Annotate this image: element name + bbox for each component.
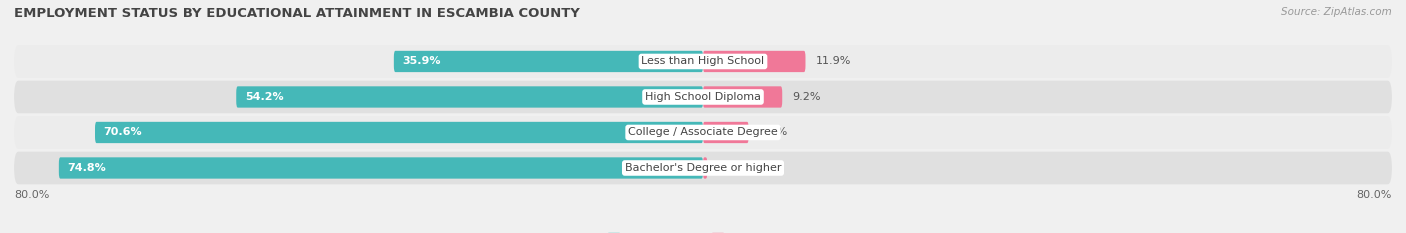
FancyBboxPatch shape: [236, 86, 703, 108]
FancyBboxPatch shape: [14, 81, 1392, 113]
FancyBboxPatch shape: [703, 51, 806, 72]
FancyBboxPatch shape: [14, 152, 1392, 184]
FancyBboxPatch shape: [14, 45, 1392, 78]
Text: 9.2%: 9.2%: [793, 92, 821, 102]
FancyBboxPatch shape: [59, 157, 703, 179]
Text: 80.0%: 80.0%: [1357, 190, 1392, 200]
FancyBboxPatch shape: [96, 122, 703, 143]
Text: 54.2%: 54.2%: [245, 92, 284, 102]
Text: Bachelor's Degree or higher: Bachelor's Degree or higher: [624, 163, 782, 173]
Text: 0.5%: 0.5%: [717, 163, 747, 173]
Text: Less than High School: Less than High School: [641, 56, 765, 66]
Text: EMPLOYMENT STATUS BY EDUCATIONAL ATTAINMENT IN ESCAMBIA COUNTY: EMPLOYMENT STATUS BY EDUCATIONAL ATTAINM…: [14, 7, 579, 20]
Text: College / Associate Degree: College / Associate Degree: [628, 127, 778, 137]
FancyBboxPatch shape: [703, 157, 707, 179]
Text: 74.8%: 74.8%: [67, 163, 107, 173]
Legend: In Labor Force, Unemployed: In Labor Force, Unemployed: [603, 229, 803, 233]
Text: High School Diploma: High School Diploma: [645, 92, 761, 102]
Text: 11.9%: 11.9%: [815, 56, 851, 66]
Text: Source: ZipAtlas.com: Source: ZipAtlas.com: [1281, 7, 1392, 17]
FancyBboxPatch shape: [703, 122, 748, 143]
Text: 70.6%: 70.6%: [104, 127, 142, 137]
Text: 35.9%: 35.9%: [402, 56, 441, 66]
FancyBboxPatch shape: [703, 86, 782, 108]
Text: 5.3%: 5.3%: [759, 127, 787, 137]
FancyBboxPatch shape: [394, 51, 703, 72]
Text: 80.0%: 80.0%: [14, 190, 49, 200]
FancyBboxPatch shape: [14, 116, 1392, 149]
